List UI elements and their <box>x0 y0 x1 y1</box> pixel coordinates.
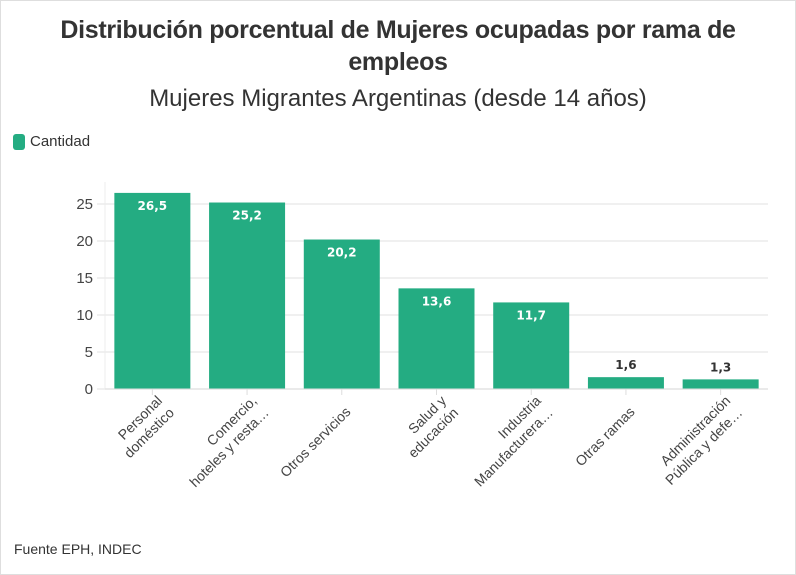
y-tick-label: 10 <box>76 307 93 324</box>
data-label: 1,6 <box>615 358 636 372</box>
data-label: 25,2 <box>232 209 262 223</box>
data-label: 11,7 <box>516 308 546 322</box>
chart-title: Distribución porcentual de Mujeres ocupa… <box>60 16 736 76</box>
x-tick-label: Otros servicios <box>277 403 354 480</box>
x-tick-label: IndustriaManufacturera… <box>459 392 556 489</box>
bar <box>493 302 570 389</box>
bar <box>114 192 191 389</box>
legend-swatch-icon <box>13 133 25 150</box>
data-label: 20,2 <box>327 246 357 260</box>
bar <box>303 239 380 389</box>
x-tick-label: Salud yeducación <box>393 392 461 460</box>
bar <box>209 202 286 389</box>
x-tick-label: Personaldoméstico <box>109 392 178 461</box>
x-tick-label: Comercio,hoteles y resta… <box>174 392 272 490</box>
bar <box>587 377 664 389</box>
x-tick-label: Otras ramas <box>572 403 638 469</box>
y-tick-label: 25 <box>76 196 93 213</box>
y-tick-label: 5 <box>85 344 93 361</box>
y-tick-label: 20 <box>76 233 93 250</box>
legend-label: Cantidad <box>30 133 91 150</box>
x-tick-label: AdministraciónPública y defe… <box>650 392 745 487</box>
y-tick-label: 15 <box>76 270 93 287</box>
bar <box>398 288 475 389</box>
legend[interactable]: Cantidad <box>13 133 90 150</box>
x-tick-label-line: Otras ramas <box>572 403 638 469</box>
y-tick-label: 0 <box>85 381 93 398</box>
data-label: 13,6 <box>422 294 452 308</box>
bar <box>682 379 759 389</box>
data-label: 1,3 <box>710 360 731 374</box>
data-label: 26,5 <box>138 199 168 213</box>
chart-subtitle: Mujeres Migrantes Argentinas (desde 14 a… <box>149 85 647 112</box>
source-note: Fuente EPH, INDEC <box>14 541 142 557</box>
x-tick-label-line: Otros servicios <box>277 403 354 480</box>
